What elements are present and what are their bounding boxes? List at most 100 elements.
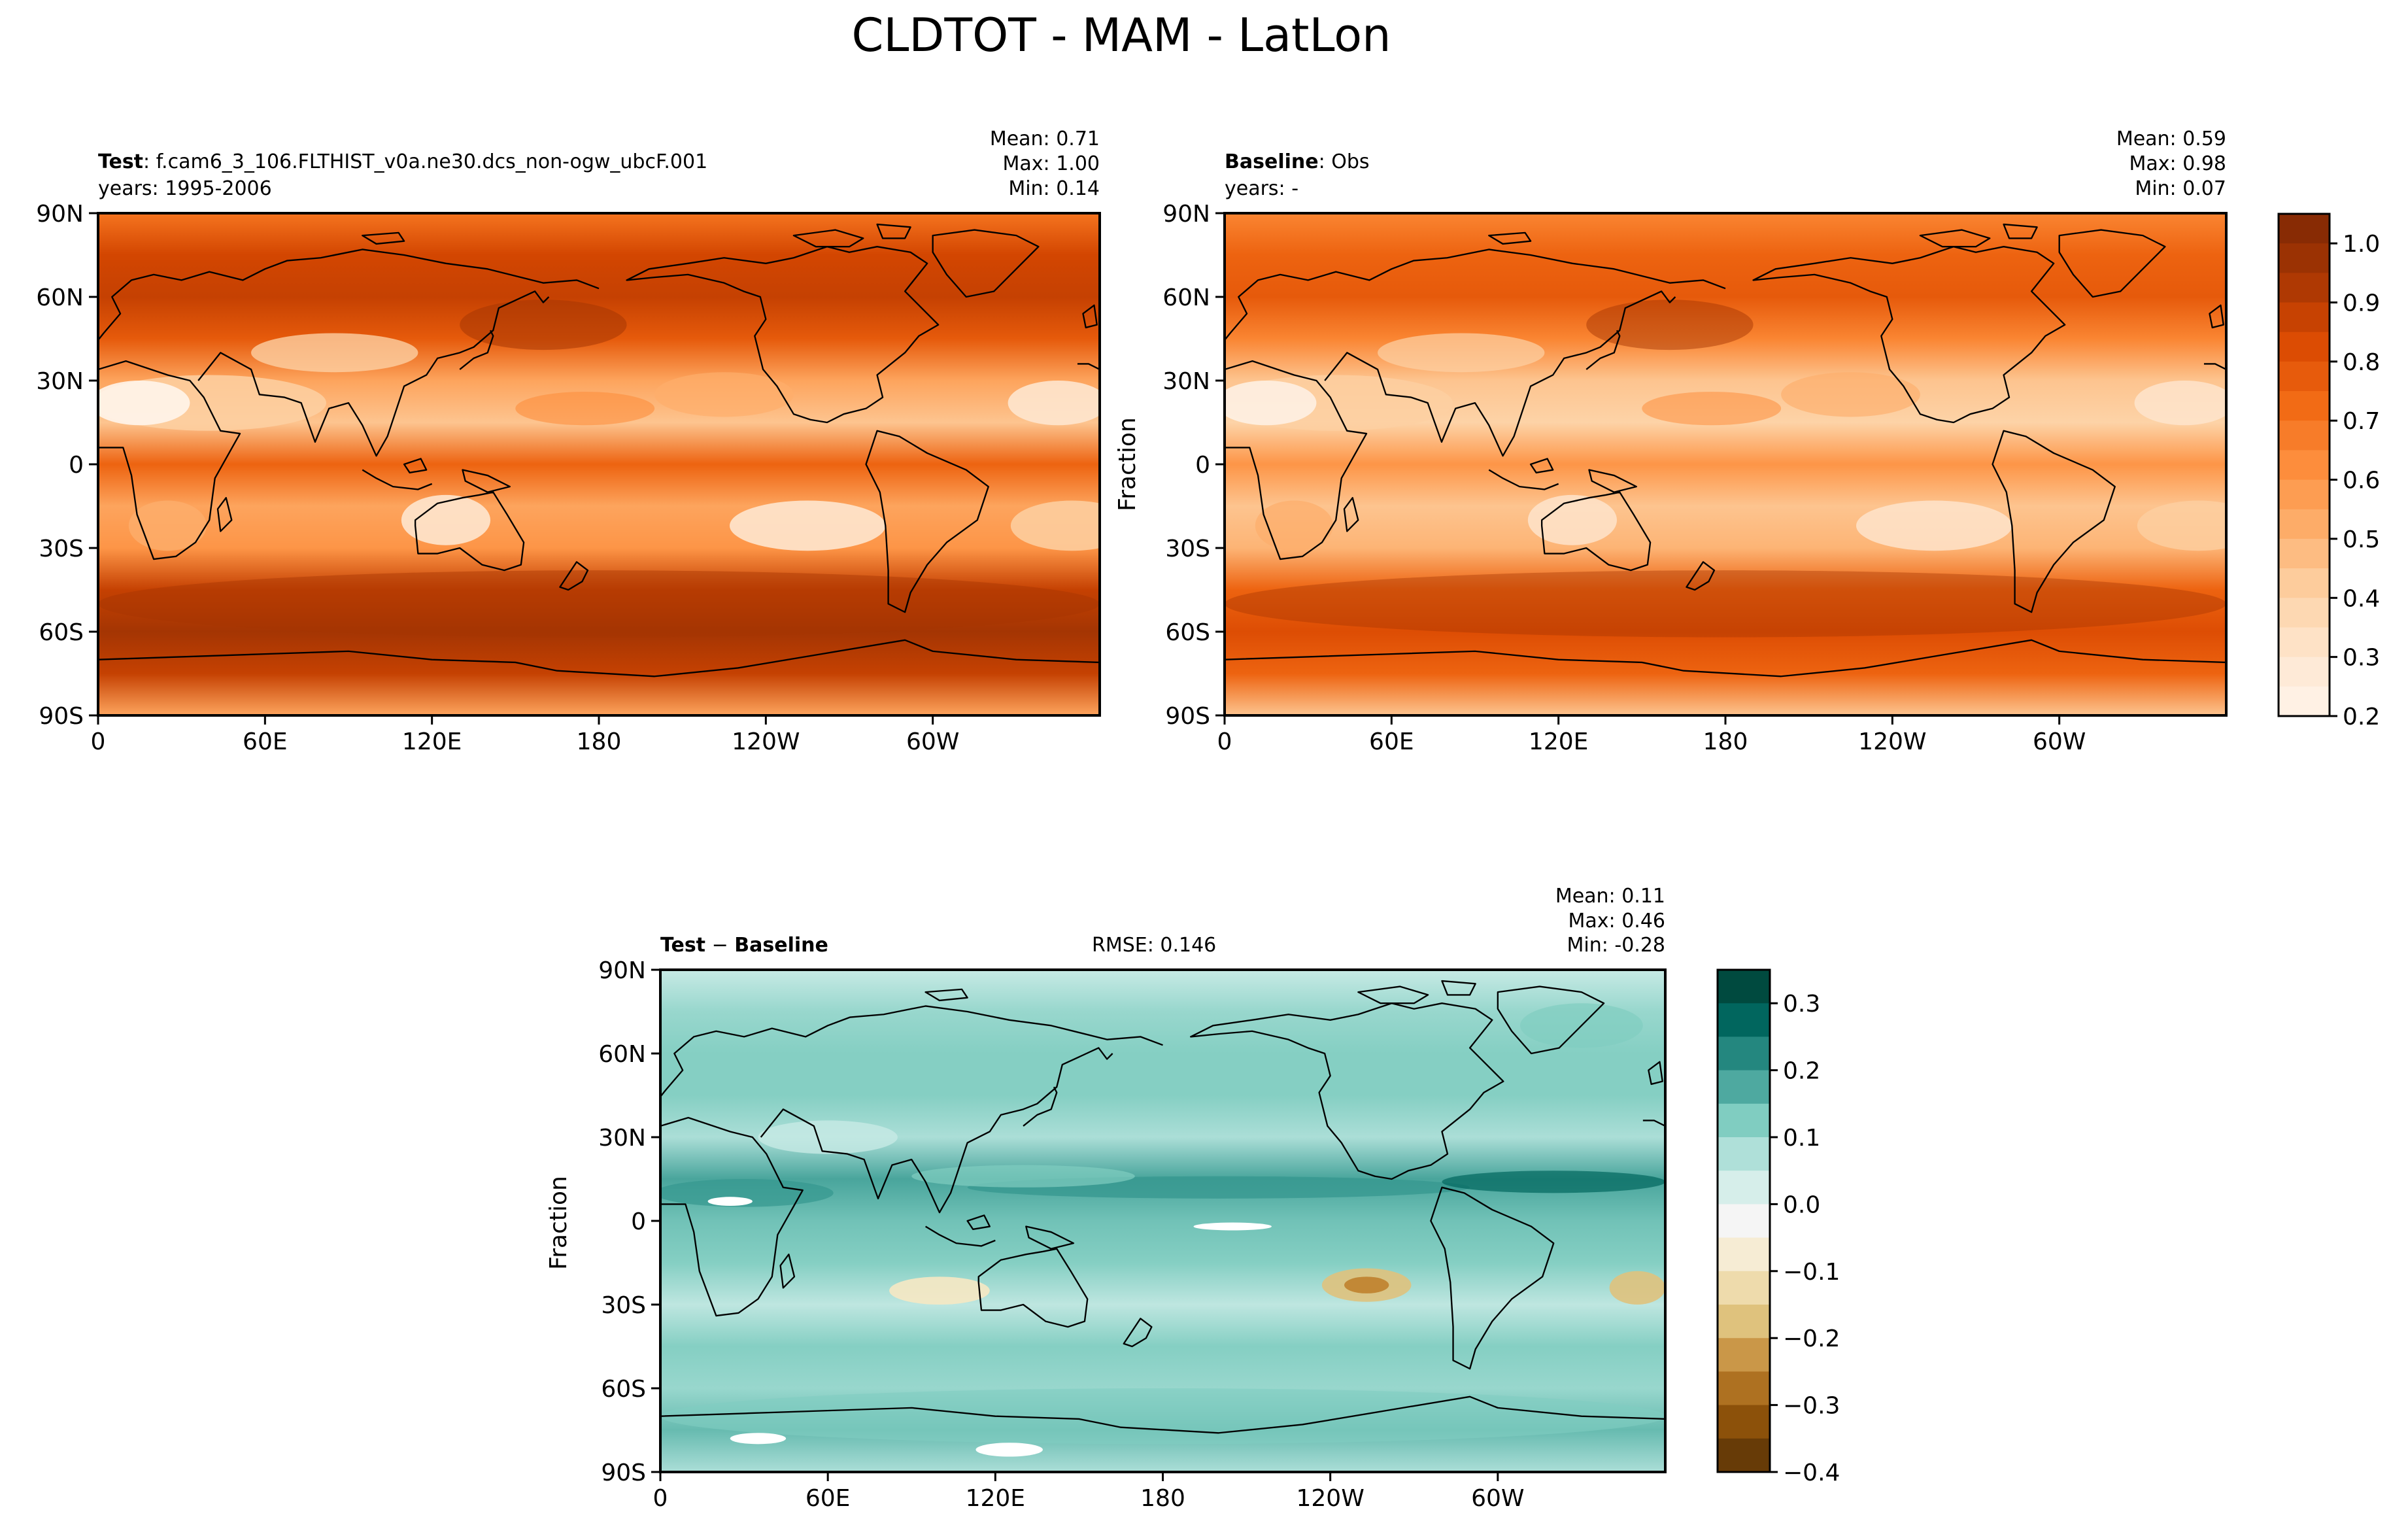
ytick-label: 0: [1195, 452, 1210, 479]
colorbar-band: [2279, 273, 2330, 303]
diff-label-test: Test: [660, 934, 705, 957]
colorbar-band: [2279, 509, 2330, 539]
colorbar-tick-label: 0.6: [2343, 468, 2380, 494]
ytick-label: 30S: [39, 536, 84, 562]
colorbar-tick-label: 0.7: [2343, 408, 2380, 435]
xtick-label: 60E: [805, 1485, 851, 1512]
diff-ylabel: Fraction: [545, 1176, 572, 1270]
colorbar-band: [2279, 538, 2330, 569]
abs-colorbar-ticks: 1.0 0.9 0.8 0.7 0.6 0.5 0.4 0.3 0.2: [2330, 231, 2380, 730]
ytick-label: 30N: [598, 1125, 646, 1152]
abs-colorbar-bands: [2279, 214, 2330, 717]
colorbar-tick-label: 0.3: [1783, 991, 1820, 1018]
baseline-label-source: : Obs: [1319, 150, 1370, 173]
ytick-label: 30S: [1165, 536, 1210, 562]
colorbar-band: [2279, 568, 2330, 598]
ytick-label: 60S: [1165, 619, 1210, 646]
diff-colorbar: 0.3 0.2 0.1 0.0 −0.1 −0.2 −0.3 −0.4: [1716, 968, 1840, 1486]
xtick-label: 60E: [1369, 728, 1414, 755]
colorbar-band: [1718, 1271, 1770, 1305]
xtick-label: 180: [1140, 1485, 1185, 1512]
test-stat-mean: Mean: 0.71: [990, 128, 1100, 150]
test-field: [98, 213, 1100, 715]
ytick-label: 0: [69, 452, 84, 479]
xtick-label: 120W: [732, 728, 800, 755]
ytick-label: 30N: [36, 368, 84, 395]
colorbar-band: [2279, 391, 2330, 421]
xtick-label: 0: [1217, 728, 1232, 755]
colorbar-band: [1718, 970, 1770, 1004]
colorbar-band: [2279, 361, 2330, 392]
test-label-bold: Test: [98, 150, 143, 173]
colorbar-tick-label: 0.2: [1783, 1058, 1820, 1085]
colorbar-band: [2279, 332, 2330, 362]
test-map: [98, 213, 1100, 715]
colorbar-band: [1718, 1305, 1770, 1339]
colorbar-band: [2279, 479, 2330, 510]
difference-panel: Test − Baseline RMSE: 0.146 Mean: 0.11 M…: [545, 885, 1840, 1512]
colorbar-band: [2279, 686, 2330, 717]
colorbar-tick-label: 0.1: [1783, 1125, 1820, 1152]
xtick-label: 0: [91, 728, 106, 755]
colorbar-tick-label: 0.2: [2343, 704, 2380, 730]
diff-stat-min: Min: -0.28: [1567, 934, 1666, 957]
ytick-label: 90N: [36, 201, 84, 228]
colorbar-band: [1718, 1405, 1770, 1439]
diff-xticks: 0 60E 120E 180 120W 60W: [653, 1472, 1525, 1512]
baseline-label: Baseline: Obs: [1225, 150, 1370, 173]
colorbar-tick-label: 0.5: [2343, 526, 2380, 553]
diff-map: [660, 970, 1665, 1472]
colorbar-band: [2279, 450, 2330, 481]
colorbar-band: [2279, 627, 2330, 658]
ytick-label: 60N: [36, 284, 84, 311]
xtick-label: 120E: [402, 728, 462, 755]
abs-colorbar: 1.0 0.9 0.8 0.7 0.6 0.5 0.4 0.3 0.2: [2277, 213, 2380, 730]
diff-colorbar-frame: [1716, 968, 1771, 1473]
colorbar-band: [1718, 1171, 1770, 1205]
ytick-label: 90S: [601, 1460, 646, 1486]
ytick-label: 0: [631, 1208, 646, 1235]
diff-label-baseline: Baseline: [734, 934, 828, 957]
test-years: years: 1995-2006: [98, 177, 272, 200]
test-stat-max: Max: 1.00: [1003, 152, 1100, 175]
colorbar-band: [1718, 1070, 1770, 1104]
colorbar-band: [1718, 1338, 1770, 1372]
colorbar-band: [1718, 1204, 1770, 1239]
colorbar-tick-label: 0.4: [2343, 585, 2380, 612]
baseline-stat-min: Min: 0.07: [2135, 177, 2226, 200]
colorbar-band: [1718, 1003, 1770, 1037]
colorbar-tick-label: 1.0: [2343, 231, 2380, 258]
xtick-label: 120W: [1297, 1485, 1365, 1512]
xtick-label: 60E: [243, 728, 288, 755]
test-panel: Test: f.cam6_3_106.FLTHIST_v0a.ne30.dcs_…: [36, 128, 1101, 755]
abs-colorbar-frame: [2277, 213, 2331, 717]
ytick-label: 90S: [1165, 703, 1210, 730]
diff-label-op: −: [705, 934, 734, 957]
colorbar-tick-label: −0.2: [1783, 1326, 1840, 1352]
colorbar-band: [2279, 598, 2330, 628]
colorbar-tick-label: 0.3: [2343, 645, 2380, 672]
figure-title: CLDTOT - MAM - LatLon: [852, 9, 1391, 62]
baseline-ylabel: Fraction: [1114, 417, 1141, 511]
baseline-panel: Baseline: Obs years: - Mean: 0.59 Max: 0…: [1114, 128, 2380, 755]
xtick-label: 120E: [1529, 728, 1588, 755]
diff-yticks: 90N 60N 30N 0 30S 60S 90S: [598, 957, 660, 1486]
xtick-label: 180: [577, 728, 622, 755]
colorbar-band: [1718, 1237, 1770, 1272]
diff-colorbar-ticks: 0.3 0.2 0.1 0.0 −0.1 −0.2 −0.3 −0.4: [1770, 991, 1840, 1486]
colorbar-band: [1718, 1137, 1770, 1171]
xtick-label: 120E: [966, 1485, 1025, 1512]
colorbar-band: [2279, 214, 2330, 244]
baseline-stat-max: Max: 0.98: [2129, 152, 2226, 175]
xtick-label: 180: [1703, 728, 1748, 755]
baseline-xticks: 0 60E 120E 180 120W 60W: [1217, 715, 2086, 755]
diff-label: Test − Baseline: [660, 934, 828, 957]
test-label: Test: f.cam6_3_106.FLTHIST_v0a.ne30.dcs_…: [98, 150, 707, 173]
colorbar-band: [1718, 1036, 1770, 1071]
colorbar-band: [1718, 1371, 1770, 1406]
colorbar-tick-label: 0.0: [1783, 1191, 1820, 1218]
xtick-label: 60W: [906, 728, 959, 755]
test-label-case: : f.cam6_3_106.FLTHIST_v0a.ne30.dcs_non-…: [143, 150, 707, 173]
xtick-label: 60W: [2033, 728, 2086, 755]
